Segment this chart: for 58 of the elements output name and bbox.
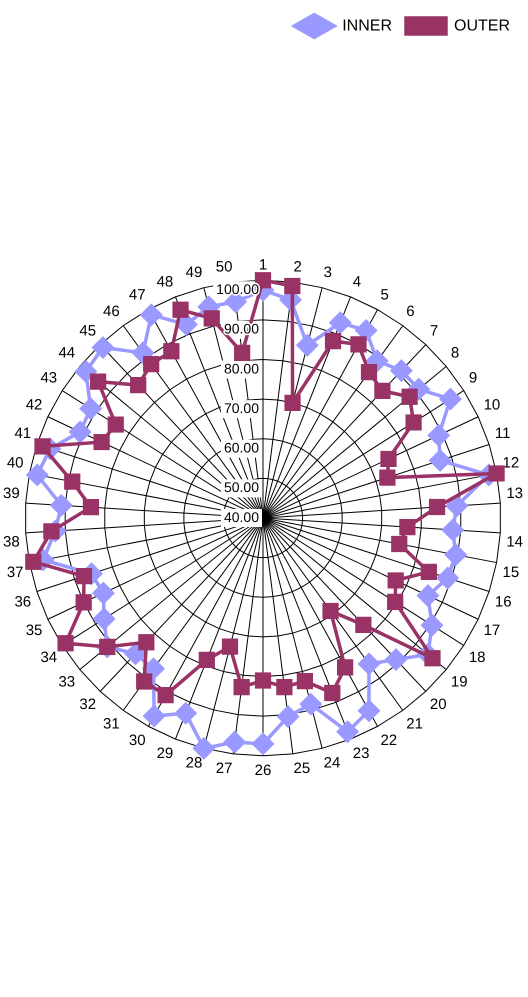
spoke-label: 23 <box>352 744 370 762</box>
spoke-label: 45 <box>79 322 96 340</box>
spoke-label: 47 <box>128 286 146 304</box>
legend-label: OUTER <box>454 17 510 34</box>
y-tick-label: 70.00 <box>224 400 260 416</box>
spoke-label: 4 <box>352 273 362 290</box>
spoke-label: 32 <box>79 696 96 713</box>
spoke-label: 40 <box>6 454 24 472</box>
spoke-label: 42 <box>26 396 42 414</box>
spoke-label: 34 <box>40 648 58 666</box>
spoke-label: 31 <box>103 715 120 732</box>
spoke-label: 9 <box>468 370 478 387</box>
spoke-label: 21 <box>406 715 423 732</box>
spoke-label: 48 <box>156 273 174 290</box>
spoke-label: 20 <box>430 696 447 713</box>
spoke-label: 46 <box>103 302 120 320</box>
spoke-label: 26 <box>254 762 272 779</box>
spoke-label: 50 <box>216 258 232 276</box>
spoke-label: 14 <box>506 533 524 550</box>
spoke-label: 44 <box>58 344 76 362</box>
spoke-label: 24 <box>324 754 340 772</box>
spoke-label: 3 <box>324 264 332 282</box>
spoke-label: 6 <box>406 302 415 320</box>
spoke-label: 7 <box>430 322 438 340</box>
spoke-label: 29 <box>156 744 174 762</box>
legend-label: INNER <box>342 17 392 34</box>
y-tick-label: 60.00 <box>224 440 260 456</box>
spoke-label: 11 <box>494 424 510 442</box>
spoke-label: 25 <box>294 760 310 778</box>
spoke-label: 39 <box>2 484 20 502</box>
spoke-label: 10 <box>484 396 500 414</box>
spoke-label: 35 <box>26 622 42 639</box>
spoke-label: 30 <box>128 732 146 749</box>
spoke-label: 1 <box>258 256 268 274</box>
y-tick-label: 40.00 <box>224 508 260 525</box>
spoke-label: 12 <box>502 454 520 472</box>
spoke-label: 15 <box>502 564 520 581</box>
y-tick-label: 50.00 <box>224 479 260 496</box>
spoke-label: 27 <box>216 760 232 778</box>
y-tick-label: 80.00 <box>224 360 260 376</box>
spoke-label: 8 <box>450 344 460 362</box>
spoke-label: 36 <box>14 593 32 610</box>
spoke-label: 18 <box>468 648 486 666</box>
spoke-label: 37 <box>6 564 24 581</box>
spoke-label: 22 <box>380 732 398 749</box>
y-tick-label: 100.00 <box>216 281 260 298</box>
spoke-label: 19 <box>450 674 468 691</box>
spoke-label: 13 <box>506 484 524 502</box>
spoke-label: 38 <box>2 533 20 550</box>
spoke-label: 43 <box>40 370 58 387</box>
spoke-label: 16 <box>494 593 512 610</box>
spoke-label: 33 <box>58 674 76 691</box>
spoke-label: 5 <box>380 286 389 304</box>
spoke-label: 41 <box>14 424 32 442</box>
spoke-label: 49 <box>186 264 202 282</box>
spoke-label: 17 <box>484 622 500 639</box>
spoke-label: 2 <box>294 258 302 276</box>
spoke-label: 28 <box>186 754 202 772</box>
